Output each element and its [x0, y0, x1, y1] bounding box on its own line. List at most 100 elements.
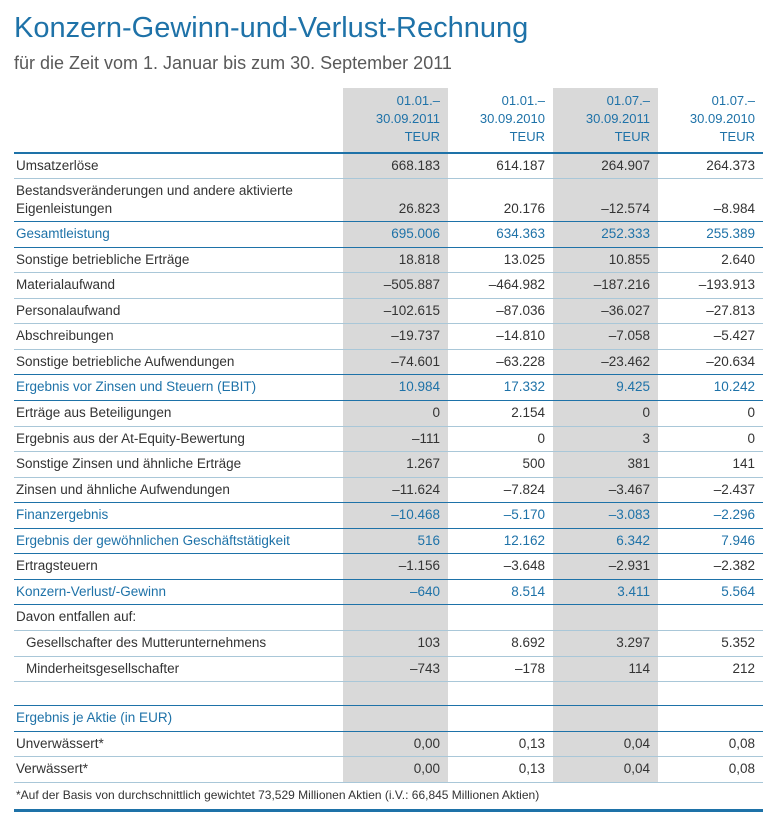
- table-row: Finanzergebnis –10.468 –5.170 –3.083 –2.296: [14, 502, 763, 529]
- cell-value: 0: [658, 400, 763, 427]
- page-subtitle: für die Zeit vom 1. Januar bis zum 30. S…: [14, 53, 452, 73]
- cell-value: 668.183: [343, 152, 448, 180]
- table-row: Verwässert* 0,00 0,13 0,04 0,08: [14, 756, 763, 783]
- cell-value: –27.813: [658, 298, 763, 325]
- cell-value: [343, 705, 448, 732]
- cell-value: –2.931: [553, 553, 658, 580]
- row-label: Personalaufwand: [14, 298, 343, 325]
- footnote: *Auf der Basis von durchschnittlich gewi…: [14, 783, 763, 812]
- period-end: 30.09.2010: [689, 111, 755, 127]
- cell-value: 3: [553, 426, 658, 453]
- cell-value: [448, 705, 553, 732]
- cell-value: 0: [658, 426, 763, 453]
- cell-value: 9.425: [553, 374, 658, 402]
- cell-value: 2.154: [448, 400, 553, 427]
- period-end: 30.09.2011: [375, 111, 440, 127]
- table-row: Personalaufwand –102.615 –87.036 –36.027 –27…: [14, 298, 763, 325]
- cell-value: 26.823: [343, 178, 448, 223]
- table-row: Bestandsveränderungen und andere aktivie…: [14, 178, 763, 223]
- cell-value: 2.640: [658, 247, 763, 274]
- row-label: Gesellschafter des Mutterunternehmens: [14, 630, 343, 657]
- cell-value: 0,13: [448, 756, 553, 783]
- cell-value: 17.332: [448, 374, 553, 402]
- cell-value: [343, 681, 448, 707]
- cell-value: 5.564: [658, 579, 763, 606]
- cell-value: –2.437: [658, 477, 763, 504]
- table-row: Ergebnis je Aktie (in EUR): [14, 705, 763, 732]
- row-label: Umsatzerlöse: [14, 152, 343, 180]
- cell-value: –36.027: [553, 298, 658, 325]
- page-title: Konzern-Gewinn-und-Verlust-Rechnung: [14, 12, 529, 44]
- cell-value: –8.984: [658, 178, 763, 223]
- table-row: Ergebnis der gewöhnlichen Geschäftstätig…: [14, 528, 763, 555]
- cell-value: –505.887: [343, 272, 448, 299]
- cell-value: 0,08: [658, 731, 763, 758]
- cell-value: 0,00: [343, 731, 448, 758]
- cell-value: 614.187: [448, 152, 553, 180]
- cell-value: –464.982: [448, 272, 553, 299]
- cell-value: 114: [553, 656, 658, 683]
- cell-value: –3.083: [553, 502, 658, 529]
- row-label: Verwässert*: [14, 756, 343, 783]
- cell-value: –23.462: [553, 349, 658, 376]
- row-label: Davon entfallen auf:: [14, 604, 343, 631]
- cell-value: 8.692: [448, 630, 553, 657]
- cell-value: –7.824: [448, 477, 553, 504]
- cell-value: 18.818: [343, 247, 448, 274]
- cell-value: 10.984: [343, 374, 448, 402]
- cell-value: 12.162: [448, 528, 553, 555]
- cell-value: 10.855: [553, 247, 658, 274]
- cell-value: 5.352: [658, 630, 763, 657]
- cell-value: [553, 705, 658, 732]
- row-label: Zinsen und ähnliche Aufwendungen: [14, 477, 343, 504]
- cell-value: –178: [448, 656, 553, 683]
- unit-label: TEUR: [719, 129, 755, 145]
- cell-value: 252.333: [553, 221, 658, 248]
- period-end: 30.09.2010: [479, 111, 545, 127]
- cell-value: 516: [343, 528, 448, 555]
- cell-value: 10.242: [658, 374, 763, 402]
- row-label: Ertragsteuern: [14, 553, 343, 580]
- row-label: Bestandsveränderungen und andere aktivie…: [14, 178, 343, 223]
- period-range: 01.07.–: [606, 93, 650, 108]
- cell-value: [658, 705, 763, 732]
- cell-value: –2.382: [658, 553, 763, 580]
- cell-value: [553, 681, 658, 707]
- row-label: Erträge aus Beteiligungen: [14, 400, 343, 427]
- cell-value: 0,04: [553, 756, 658, 783]
- header-label-cell: [14, 88, 343, 154]
- period-end: 30.09.2011: [585, 111, 650, 127]
- cell-value: –5.427: [658, 323, 763, 350]
- cell-value: 7.946: [658, 528, 763, 555]
- cell-value: –14.810: [448, 323, 553, 350]
- cell-value: 0: [448, 426, 553, 453]
- table-row: Umsatzerlöse 668.183 614.187 264.907 264.373: [14, 152, 763, 180]
- cell-value: [343, 604, 448, 631]
- cell-value: –63.228: [448, 349, 553, 376]
- table-row: Davon entfallen auf:: [14, 604, 763, 631]
- cell-value: –187.216: [553, 272, 658, 299]
- period-range: 01.01.–: [501, 93, 545, 108]
- cell-value: 0: [553, 400, 658, 427]
- cell-value: –10.468: [343, 502, 448, 529]
- income-statement-table: 01.01.– 30.09.2011 TEUR 01.01.– 30.09.20…: [14, 88, 763, 783]
- row-label: Konzern-Verlust/-Gewinn: [14, 579, 343, 606]
- unit-label: TEUR: [614, 129, 650, 145]
- cell-value: 6.342: [553, 528, 658, 555]
- cell-value: 141: [658, 451, 763, 478]
- row-label: Sonstige betriebliche Aufwendungen: [14, 349, 343, 376]
- cell-value: 0,04: [553, 731, 658, 758]
- table-row: Ertragsteuern –1.156 –3.648 –2.931 –2.382: [14, 553, 763, 580]
- cell-value: –7.058: [553, 323, 658, 350]
- row-label: Sonstige betriebliche Erträge: [14, 247, 343, 274]
- cell-value: 695.006: [343, 221, 448, 248]
- cell-value: –20.634: [658, 349, 763, 376]
- row-label: Materialaufwand: [14, 272, 343, 299]
- cell-value: 212: [658, 656, 763, 683]
- cell-value: –12.574: [553, 178, 658, 223]
- table-row: Ergebnis vor Zinsen und Steuern (EBIT) 10…: [14, 374, 763, 402]
- table-row: Unverwässert* 0,00 0,13 0,04 0,08: [14, 731, 763, 758]
- cell-value: 0: [343, 400, 448, 427]
- cell-value: 264.373: [658, 152, 763, 180]
- cell-value: [448, 604, 553, 631]
